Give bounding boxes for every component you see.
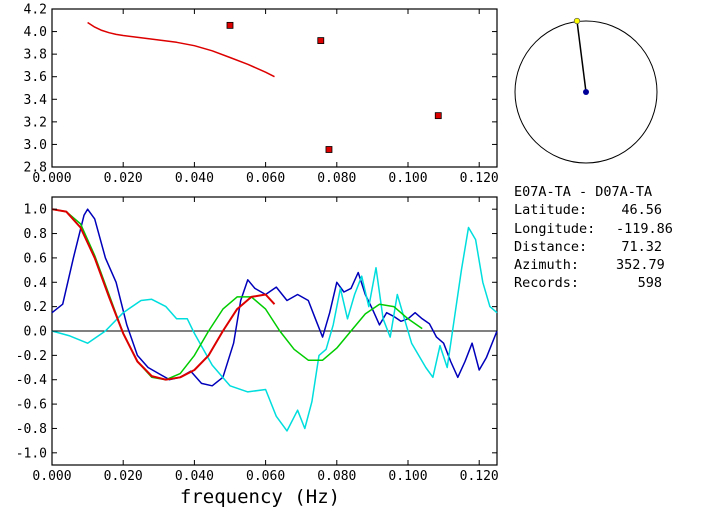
correlation-y-tick-label: -0.2 [16, 349, 47, 364]
velocity-x-tick-label: 0.120 [460, 171, 499, 186]
correlation-y-tick-label: 1.0 [24, 203, 47, 218]
velocity-x-tick-label: 0.060 [246, 171, 285, 186]
velocity-x-tick-label: 0.100 [388, 171, 427, 186]
map-circle [514, 20, 658, 164]
azimuth-value: 352.79 [616, 257, 665, 274]
velocity-x-tick-label: 0.000 [32, 171, 71, 186]
distance-value: 71.32 [621, 238, 662, 255]
correlation-y-tick-label: -0.8 [16, 422, 47, 437]
correlation-plot-marks [51, 208, 498, 432]
velocity-plot: 0.000 0.020 0.040 0.060 0.080 0.100 0.120 2.8 3.… [24, 3, 499, 187]
velocity-y-tick-label: 4.0 [24, 25, 47, 40]
velocity-point [317, 37, 325, 44]
station-marker [573, 17, 581, 25]
correlation-x-tick-label: 0.000 [32, 469, 71, 484]
azimuth-label: Azimuth: [514, 257, 580, 274]
correlation-plot: 0.000 0.020 0.040 0.060 0.080 0.100 0.120 1.0 0.… [16, 196, 499, 508]
correlation-y-tick-label: 0.8 [24, 227, 47, 242]
correlation-x-tick-label: 0.020 [104, 469, 143, 484]
correlation-y-tick-label: 0.2 [24, 300, 47, 315]
station-info: E07A-TA - D07A-TA Latitude: 46.56 Longitu… [514, 183, 673, 293]
velocity-x-tick-label: 0.040 [175, 171, 214, 186]
correlation-series-line-1 [51, 226, 498, 432]
correlation-plot-axes: 0.000 0.020 0.040 0.060 0.080 0.100 0.120 1.0 0.… [16, 197, 499, 484]
velocity-series-line-0 [87, 21, 275, 78]
records-label: Records: [514, 275, 580, 292]
correlation-y-tick-label: 0.0 [24, 325, 47, 340]
velocity-y-tick-label: 3.6 [24, 70, 47, 85]
correlation-x-tick-label: 0.060 [246, 469, 285, 484]
center-marker [583, 89, 589, 95]
correlation-x-tick-label: 0.120 [460, 469, 499, 484]
records-value: 598 [637, 275, 662, 292]
correlation-y-tick-label: 0.6 [24, 251, 47, 266]
velocity-y-tick-label: 3.8 [24, 48, 47, 63]
records-row: Records: 598 [514, 274, 662, 292]
longitude-label: Longitude: [514, 220, 596, 237]
correlation-y-tick-label: -1.0 [16, 446, 47, 461]
station-pair-title: E07A-TA - D07A-TA [514, 184, 653, 200]
latitude-row: Latitude: 46.56 [514, 201, 662, 219]
x-axis-label: frequency (Hz) [180, 486, 340, 508]
velocity-x-tick-label: 0.080 [317, 171, 356, 186]
velocity-y-tick-label: 3.2 [24, 115, 47, 130]
velocity-y-tick-label: 3.4 [24, 93, 48, 108]
velocity-y-tick-label: 3.0 [24, 138, 47, 153]
velocity-y-tick-label: 2.8 [24, 161, 47, 176]
correlation-series-line-3 [51, 208, 276, 381]
azimuth-row: Azimuth: 352.79 [514, 256, 665, 274]
velocity-point [325, 146, 333, 153]
correlation-series-line-0 [51, 208, 498, 387]
latitude-value: 46.56 [621, 202, 662, 219]
velocity-point [434, 112, 442, 120]
velocity-y-tick-label: 4.2 [24, 3, 47, 18]
velocity-plot-marks [87, 21, 442, 153]
correlation-y-tick-label: -0.6 [16, 398, 47, 413]
station-azimuth-map [514, 17, 658, 164]
correlation-x-tick-label: 0.040 [175, 469, 214, 484]
longitude-value: -119.86 [616, 220, 673, 237]
correlation-x-tick-label: 0.080 [317, 469, 356, 484]
velocity-point [226, 21, 234, 29]
correlation-y-tick-label: -0.4 [16, 373, 47, 388]
longitude-row: Longitude: -119.86 [514, 220, 673, 238]
velocity-plot-axes: 0.000 0.020 0.040 0.060 0.080 0.100 0.120 2.8 3.… [24, 3, 499, 187]
distance-label: Distance: [514, 238, 588, 255]
correlation-y-tick-label: 0.4 [24, 276, 48, 291]
distance-row: Distance: 71.32 [514, 238, 662, 256]
correlation-x-tick-label: 0.100 [388, 469, 427, 484]
azimuth-line [576, 20, 587, 93]
latitude-label: Latitude: [514, 202, 588, 219]
velocity-plot-frame [51, 8, 498, 168]
velocity-x-tick-label: 0.020 [104, 171, 143, 186]
